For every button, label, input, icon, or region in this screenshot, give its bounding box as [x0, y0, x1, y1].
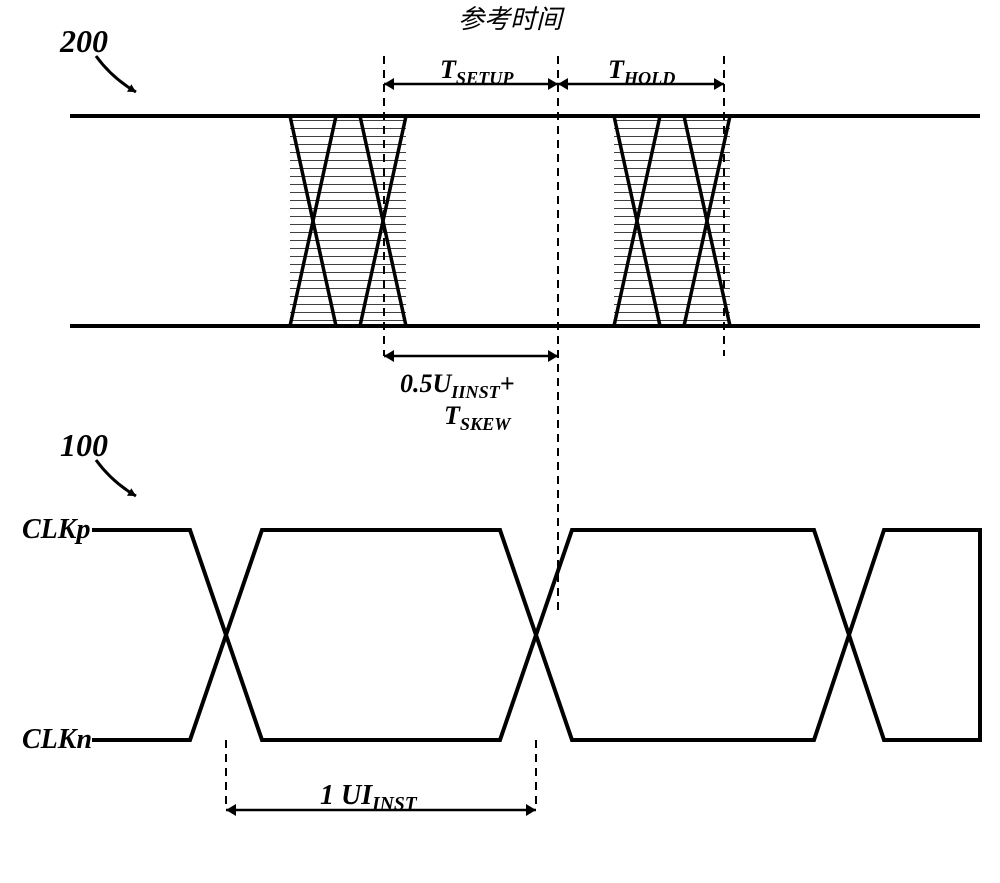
jitter-region — [290, 116, 406, 326]
label-t-hold: THOLD — [608, 55, 675, 88]
figure-ref-200: 200 — [59, 23, 108, 59]
label-clkp: CLKp — [22, 514, 90, 545]
label-t-skew: TSKEW — [444, 401, 512, 434]
title-reference-time: 参考时间 — [458, 5, 565, 34]
label-half-ui-plus: 0.5UIINST+ — [400, 369, 515, 402]
label-clkn: CLKn — [22, 724, 92, 755]
clkn-waveform — [92, 530, 980, 740]
jitter-region — [614, 116, 730, 326]
label-1-ui-inst: 1 UIINST — [320, 780, 418, 815]
label-t-setup: TSETUP — [440, 55, 514, 88]
timing-diagram-figure: 参考时间 200 TSETUP THOLD 0.5UIINST+TSKEW 100 CLKp… — [0, 0, 1000, 883]
figure-ref-100: 100 — [60, 427, 108, 463]
